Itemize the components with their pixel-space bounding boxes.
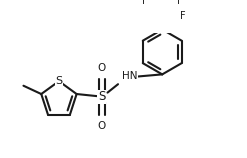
- Text: O: O: [98, 63, 106, 73]
- Text: F: F: [177, 0, 183, 6]
- Text: S: S: [98, 90, 105, 103]
- Text: F: F: [180, 11, 186, 21]
- Text: S: S: [55, 76, 62, 86]
- Text: HN: HN: [122, 71, 138, 81]
- Text: F: F: [142, 0, 147, 6]
- Text: O: O: [98, 121, 106, 131]
